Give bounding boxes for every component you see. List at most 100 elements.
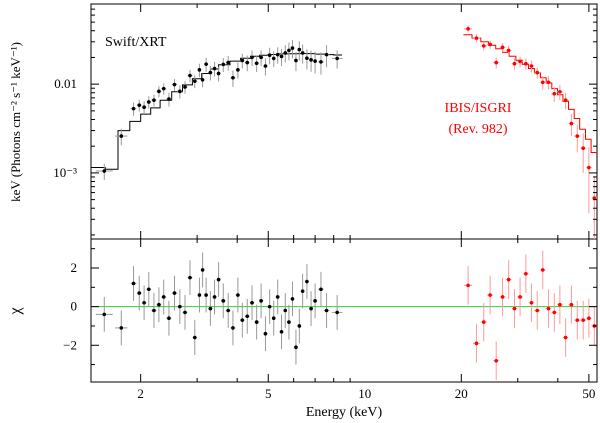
model-curves <box>91 34 597 170</box>
isgri-residual-point <box>474 341 479 346</box>
isgri-rev-annotation: (Rev. 982) <box>449 122 508 137</box>
xrt-residual-point <box>102 312 107 317</box>
xrt-point <box>309 58 313 62</box>
isgri-point <box>529 64 534 68</box>
xrt-residual-point <box>142 300 146 305</box>
xrt-point <box>313 59 317 63</box>
bottom-ytick-label: 2 <box>71 260 78 275</box>
isgri-residual-point <box>535 308 540 313</box>
bottom-ytick-label: 0 <box>71 299 78 314</box>
xrt-residual-point <box>300 289 305 293</box>
isgri-point <box>518 59 522 64</box>
xrt-point <box>146 100 151 104</box>
xrt-residual-point <box>204 293 208 297</box>
xrt-residual-point <box>208 306 213 311</box>
xrt-point <box>254 61 259 66</box>
xrt-residual-point <box>226 308 230 313</box>
bottom-panel-frame <box>90 238 598 383</box>
xrt-residual-point <box>271 316 276 321</box>
isgri-residual-point <box>546 306 551 311</box>
isgri-point <box>581 146 586 150</box>
xrt-residual-point <box>221 299 226 303</box>
xrt-residual-point <box>167 316 171 321</box>
xrt-point <box>231 75 235 80</box>
isgri-residual-point <box>587 316 591 321</box>
xrt-residual-point <box>197 293 202 297</box>
xrt-point <box>290 46 295 50</box>
xrt-residual-point <box>279 329 284 334</box>
isgri-residual-point <box>494 358 499 363</box>
isgri-residual-point <box>481 320 486 324</box>
xrt-point <box>226 60 230 65</box>
xrt-residual-point <box>192 335 197 340</box>
top-y-axis-label: keV (Photons cm⁻² s⁻¹ keV⁻¹) <box>8 42 23 202</box>
xrt-residual-point <box>287 320 291 324</box>
xrt-point <box>275 52 280 57</box>
isgri-point <box>474 36 479 40</box>
xrt-point <box>167 97 171 101</box>
xrt-point <box>287 48 291 53</box>
xrt-point <box>188 73 192 78</box>
isgri-point <box>563 98 568 102</box>
xrt-residual-point <box>231 326 235 330</box>
isgri-residual-point <box>558 302 562 307</box>
isgri-residual-point <box>506 277 511 282</box>
xrt-point <box>102 169 107 173</box>
xrt-residual-point <box>313 299 317 303</box>
xrt-residual-point <box>319 287 323 292</box>
xrt-residual-point <box>259 299 263 303</box>
xrt-point <box>324 52 329 57</box>
xtick-label: 2 <box>137 386 144 401</box>
xrt-residual-point <box>263 331 268 336</box>
isgri-point <box>488 42 492 47</box>
isgri-residual-point <box>529 300 534 305</box>
xrt-residual-point <box>137 291 142 295</box>
isgri-point <box>575 134 580 138</box>
isgri-annotation: IBIS/ISGRI <box>445 101 512 116</box>
xrt-point <box>197 68 202 72</box>
isgri-point <box>524 61 528 66</box>
top-ytick-label: 0.01 <box>54 76 77 91</box>
xrt-point <box>216 71 221 76</box>
isgri-residual-point <box>518 295 522 299</box>
xrt-point <box>212 66 217 71</box>
xrt-residual-point <box>157 302 161 307</box>
xrt-point <box>319 60 323 64</box>
xrt-model-curve <box>91 53 343 170</box>
xtick-label: 50 <box>582 386 595 401</box>
isgri-residual-point <box>581 318 586 322</box>
xrt-point <box>283 51 288 55</box>
xrt-point <box>204 62 208 66</box>
xrt-residual-point <box>309 306 313 311</box>
isgri-point <box>506 48 511 53</box>
isgri-residual-point <box>540 268 545 272</box>
xrt-residual-point <box>254 320 259 324</box>
xrt-residual-point <box>183 310 187 315</box>
xrt-residual-point <box>119 326 124 330</box>
x-axis-label: Energy (keV) <box>306 405 383 420</box>
xrt-point <box>294 58 298 63</box>
bottom-ytick-label: −2 <box>63 337 77 352</box>
xrt-point <box>131 106 136 111</box>
isgri-point <box>535 70 540 75</box>
isgri-residual-point <box>500 295 505 299</box>
xrt-point <box>172 82 177 87</box>
isgri-point <box>500 45 505 50</box>
top-ytick-label: 10⁻³ <box>53 165 77 180</box>
isgri-residual-point <box>466 283 470 288</box>
data-points <box>102 27 597 363</box>
xrt-residual-point <box>335 310 339 315</box>
xrt-point <box>208 70 213 75</box>
isgri-point <box>592 196 597 200</box>
isgri-residual-point <box>552 310 557 315</box>
xrt-residual-point <box>267 304 272 309</box>
xrt-residual-point <box>131 281 136 286</box>
xrt-point <box>200 77 205 82</box>
xrt-point <box>259 55 263 60</box>
bottom-y-axis-label: χ <box>7 307 24 316</box>
xrt-residual-point <box>305 279 309 284</box>
xtick-label: 5 <box>265 386 272 401</box>
isgri-point <box>546 80 551 85</box>
isgri-point <box>494 60 499 65</box>
xrt-residual-point <box>146 287 151 292</box>
